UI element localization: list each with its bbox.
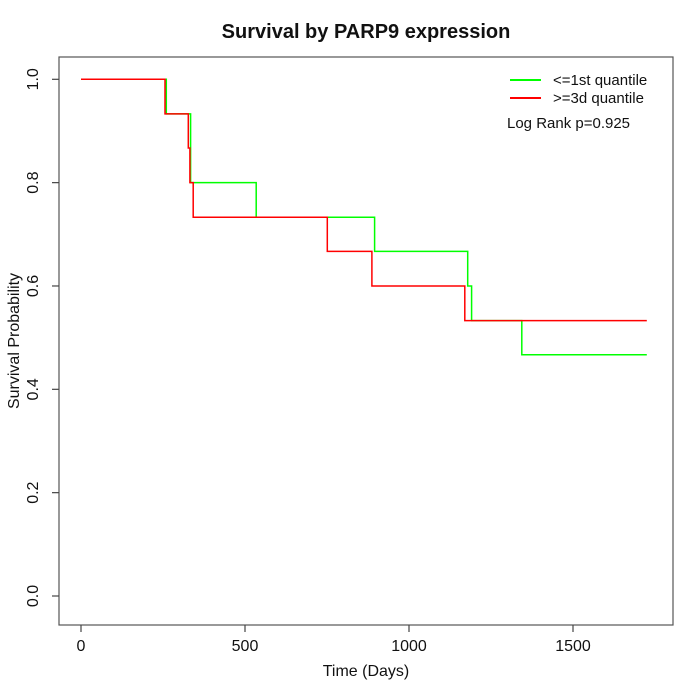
logrank-pvalue-annotation: Log Rank p=0.925: [507, 115, 631, 132]
legend-label-first-quantile: <=1st quantile: [553, 72, 648, 89]
survival-curve-third-quantile: [81, 78, 647, 322]
x-tick-label: 1000: [391, 638, 427, 655]
y-tick-label: 0.4: [25, 378, 42, 400]
y-tick-label: 0.0: [25, 585, 42, 607]
x-tick-label: 0: [77, 638, 86, 655]
plot-box: [58, 56, 674, 626]
y-tick-label: 0.6: [25, 275, 42, 297]
axes: 0 500 1000 1500 0.0 0.2 0.4 0.6 0.8 1.0: [25, 68, 591, 655]
y-tick-label: 0.2: [25, 481, 42, 503]
y-tick-label: 1.0: [25, 68, 42, 90]
legend-label-third-quantile: >=3d quantile: [553, 90, 644, 107]
x-axis-title: Time (Days): [322, 663, 410, 680]
legend-swatches: [510, 79, 541, 99]
x-tick-label: 500: [232, 638, 259, 655]
survival-curves: [81, 78, 647, 356]
y-tick-label: 0.8: [25, 171, 42, 193]
y-axis-title: Survival Probability: [6, 273, 23, 409]
plot-title: Survival by PARP9 expression: [221, 21, 511, 43]
x-tick-label: 1500: [555, 638, 591, 655]
